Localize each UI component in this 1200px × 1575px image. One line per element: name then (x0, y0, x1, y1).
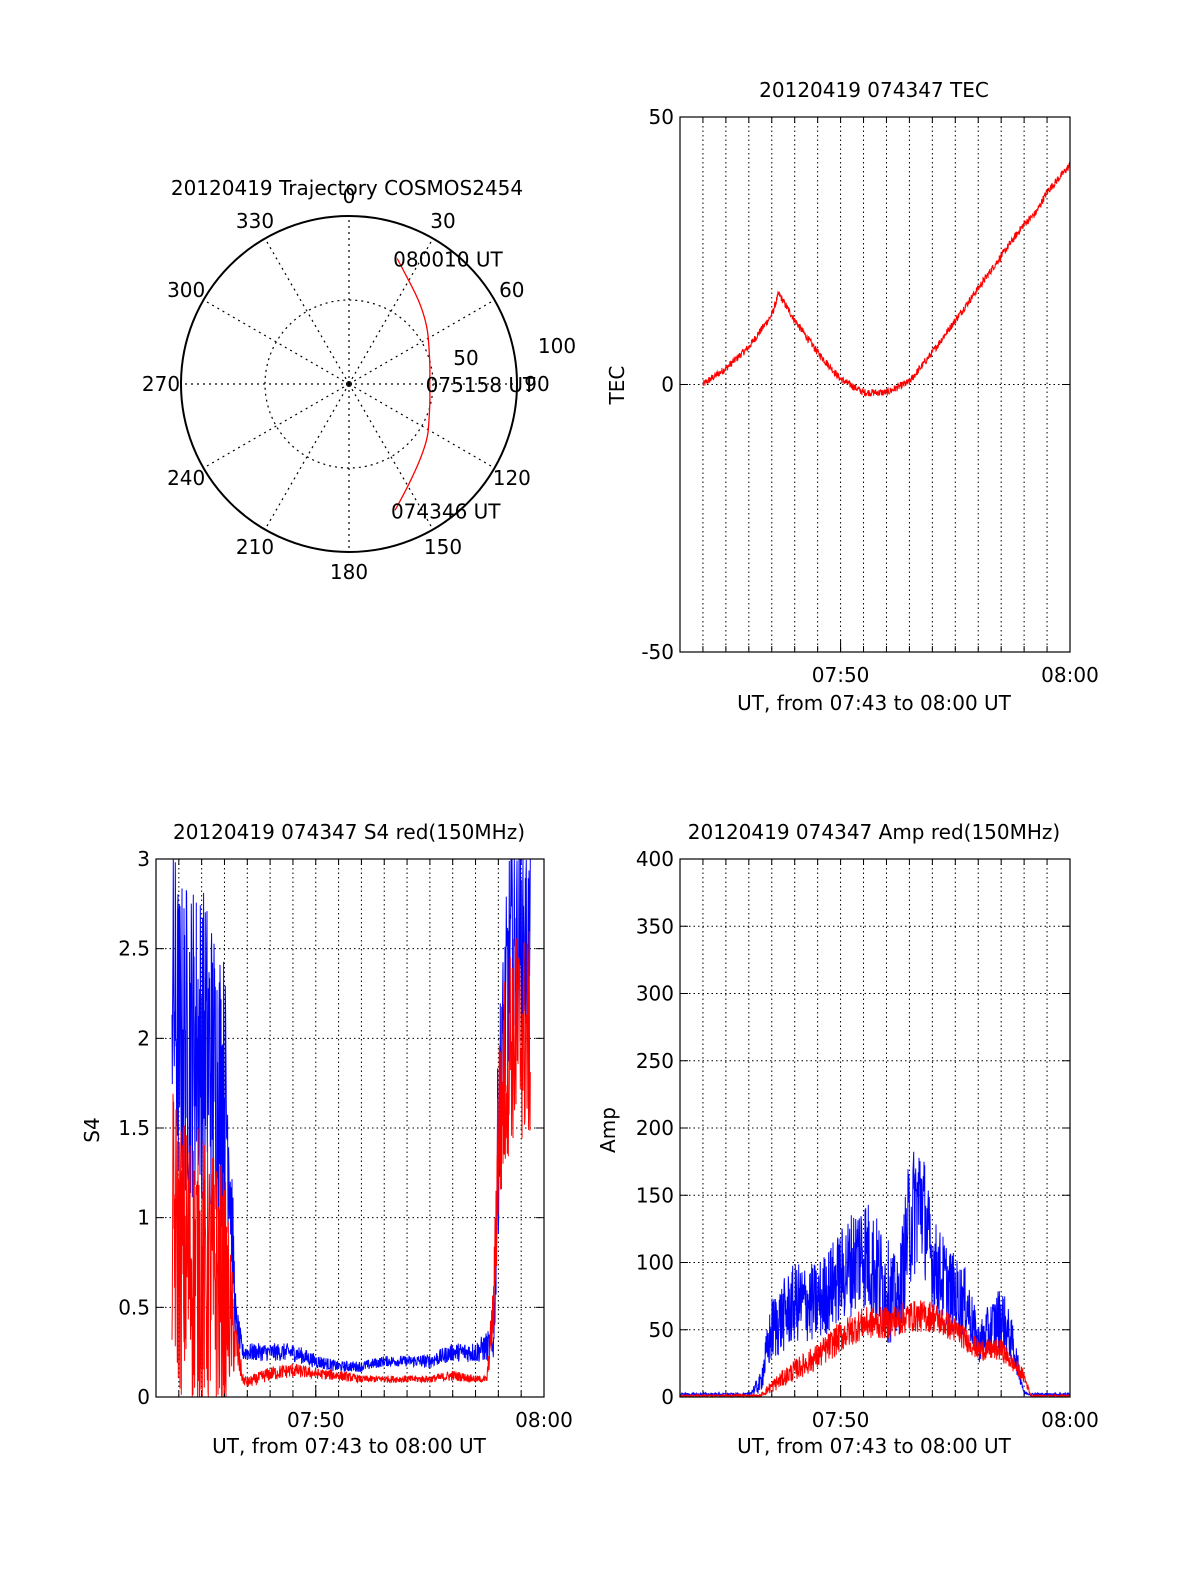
s4-ytick-label-2: 1 (137, 1206, 150, 1230)
tec-frame (679, 116, 1071, 653)
amp-x-axis-label: UT, from 07:43 to 08:00 UT (737, 1434, 1012, 1458)
tec-y-axis-label: TEC (605, 366, 629, 406)
amp-ytick-label-4: 200 (636, 1116, 674, 1140)
s4-ytick-label-1: 0.5 (118, 1295, 150, 1319)
polar-spoke-300 (203, 299, 350, 385)
s4-ytick-label-3: 1.5 (118, 1116, 150, 1140)
polar-spoke-210 (264, 383, 350, 530)
amp-title: 20120419 074347 Amp red(150MHz) (688, 820, 1060, 844)
polar-title: 20120419 Trajectory COSMOS2454 (171, 176, 523, 200)
s4-plot-area: 0 0.5 1 1.5 2 2.5 3 07:50 08:00 (118, 847, 573, 1432)
azimuth-label-300: 300 (167, 278, 205, 302)
s4-ytick-label-5: 2.5 (118, 937, 150, 961)
trajectory-time-label-0: 080010 UT (393, 248, 503, 272)
azimuth-label-210: 210 (236, 535, 274, 559)
tec-ytick-label-2: -50 (641, 640, 674, 664)
trajectory-line (394, 258, 431, 511)
ring-label-100: 100 (538, 334, 576, 358)
tec-panel: 20120419 074347 TEC UT, from 07:43 to 08… (605, 78, 1099, 715)
s4-panel: 20120419 074347 S4 red(150MHz) UT, from … (80, 820, 573, 1458)
polar-spoke-60 (348, 299, 495, 385)
tec-xtick-label-1: 08:00 (1041, 663, 1099, 687)
tec-xtick-label-0: 07:50 (812, 663, 870, 687)
ring-label-50: 50 (453, 346, 478, 370)
tec-series-0 (702, 161, 1071, 398)
amp-xtick-label-0: 07:50 (812, 1408, 870, 1432)
polar-center (346, 381, 352, 387)
azimuth-label-60: 60 (499, 278, 524, 302)
s4-x-axis-label: UT, from 07:43 to 08:00 UT (212, 1434, 487, 1458)
azimuth-label-150: 150 (424, 535, 462, 559)
s4-series-0 (171, 858, 531, 1373)
amp-y-axis-label: Amp (596, 1107, 620, 1153)
amp-series-1 (679, 1300, 1071, 1399)
azimuth-label-30: 30 (430, 209, 455, 233)
amp-ytick-label-7: 350 (636, 914, 674, 938)
s4-frame (155, 858, 545, 1398)
tec-x-axis-label: UT, from 07:43 to 08:00 UT (737, 691, 1012, 715)
amp-ytick-label-5: 250 (636, 1049, 674, 1073)
amp-ytick-label-6: 300 (636, 982, 674, 1006)
amp-ytick-label-1: 50 (649, 1318, 674, 1342)
amp-frame (679, 858, 1071, 1398)
polar-panel: 20120419 Trajectory COSMOS2454 0 30 60 90 12… (142, 176, 576, 584)
trajectory-time-label-1: 075158 UT (426, 373, 536, 397)
polar-spoke-150 (348, 383, 434, 530)
s4-ytick-label-4: 2 (137, 1026, 150, 1050)
amp-ytick-label-0: 0 (661, 1385, 674, 1409)
amp-xtick-label-1: 08:00 (1041, 1408, 1099, 1432)
azimuth-label-270: 270 (142, 372, 180, 396)
polar-outer-ring (180, 215, 518, 553)
azimuth-label-90: 90 (524, 372, 549, 396)
s4-series-1 (171, 931, 531, 1398)
amp-panel: 20120419 074347 Amp red(150MHz) UT, from… (596, 820, 1099, 1458)
azimuth-label-0: 0 (343, 184, 356, 208)
s4-xtick-label-1: 08:00 (515, 1408, 573, 1432)
azimuth-label-240: 240 (167, 466, 205, 490)
trajectory-time-label-2: 074346 UT (391, 499, 501, 523)
s4-title: 20120419 074347 S4 red(150MHz) (173, 820, 525, 844)
azimuth-label-330: 330 (236, 209, 274, 233)
s4-ytick-label-0: 0 (137, 1385, 150, 1409)
polar-spoke-120 (348, 383, 495, 469)
polar-spoke-240 (203, 383, 350, 469)
azimuth-label-120: 120 (493, 466, 531, 490)
polar-grid (180, 215, 518, 553)
amp-ytick-label-3: 150 (636, 1183, 674, 1207)
polar-azimuth-labels: 0 30 60 90 120 150 180 210 240 270 300 330 50 100 (142, 184, 576, 584)
s4-xtick-label-0: 07:50 (287, 1408, 345, 1432)
s4-y-axis-label: S4 (80, 1117, 104, 1142)
tec-plot-area: 50 0 -50 07:50 08:00 (641, 105, 1098, 687)
azimuth-label-180: 180 (330, 560, 368, 584)
polar-track: 080010 UT 075158 UT 074346 UT (391, 248, 536, 524)
tec-ytick-label-1: 0 (661, 373, 674, 397)
amp-plot-area: 0 50 100 150 200 250 300 350 400 07:50 08:00 (636, 847, 1099, 1432)
polar-spoke-330 (264, 238, 350, 385)
tec-title: 20120419 074347 TEC (759, 78, 989, 102)
s4-ytick-label-6: 3 (137, 847, 150, 871)
amp-ytick-label-8: 400 (636, 847, 674, 871)
amp-ytick-label-2: 100 (636, 1251, 674, 1275)
tec-ytick-label-0: 50 (649, 105, 674, 129)
polar-spoke-30 (348, 238, 434, 385)
